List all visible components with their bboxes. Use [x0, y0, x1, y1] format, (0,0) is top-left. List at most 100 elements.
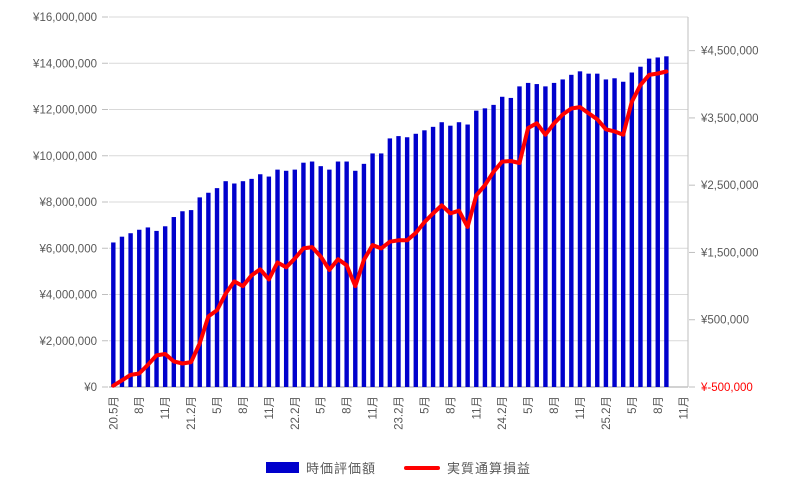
bar	[137, 229, 142, 387]
bar	[560, 79, 565, 387]
bar	[266, 176, 272, 387]
bar	[500, 96, 505, 387]
bar	[353, 170, 358, 387]
bar	[318, 166, 323, 387]
x-tick-label: 8月	[342, 396, 354, 414]
y-right-tick-label: ¥4,500,000	[700, 46, 759, 58]
bar	[577, 71, 583, 387]
profit-loss-polyline	[111, 69, 669, 388]
bar	[595, 73, 600, 387]
bar	[465, 124, 470, 387]
bar	[292, 169, 297, 387]
y-right-tick-label: ¥1,500,000	[700, 247, 759, 259]
bar	[249, 178, 254, 387]
market-value-label: 時価評価額	[305, 461, 376, 476]
y-right-tick-label: ¥-500,000	[700, 382, 753, 394]
bar	[508, 97, 514, 387]
bar	[664, 56, 669, 387]
bar	[301, 162, 306, 387]
y-left-tick-label: ¥12,000,000	[32, 105, 97, 117]
bar	[439, 122, 444, 387]
profit-loss-label: 実質通算損益	[447, 461, 532, 476]
bar	[474, 110, 479, 387]
y-left-tick-label: ¥8,000,000	[38, 197, 97, 209]
legend-item-profit-loss: 実質通算損益	[404, 458, 531, 477]
bar	[629, 72, 635, 387]
bar	[119, 236, 125, 387]
x-tick-label: 5月	[627, 396, 639, 414]
market-value-bars	[111, 56, 669, 387]
x-tick-label: 5月	[316, 396, 328, 414]
legend-item-market-value: 時価評価額	[265, 458, 376, 477]
x-tick-label: 8月	[134, 396, 146, 414]
bar	[197, 197, 202, 387]
bar	[448, 125, 453, 387]
bar	[646, 58, 652, 387]
bar	[232, 183, 237, 387]
axis-labels: ¥16,000,000 ¥14,000,000 ¥12,000,000 ¥10,000…	[32, 12, 759, 430]
bar	[612, 78, 617, 387]
y-left-tick-label: ¥0	[83, 382, 97, 394]
x-tick-label: 8月	[445, 396, 457, 414]
bar	[603, 79, 609, 387]
bar	[162, 226, 168, 387]
bar	[620, 81, 626, 387]
x-tick-label: 11月	[160, 396, 172, 419]
x-tick-label: 8月	[653, 396, 665, 414]
bar	[525, 82, 531, 387]
x-tick-label: 21.2月	[186, 396, 198, 430]
y-left-tick-label: ¥6,000,000	[38, 243, 97, 255]
bar	[413, 133, 418, 387]
bar	[543, 86, 548, 387]
bar	[283, 170, 289, 387]
bar	[327, 169, 332, 387]
y-left-tick-label: ¥14,000,000	[32, 58, 97, 70]
bar	[258, 174, 263, 387]
x-tick-label: 11月	[471, 396, 483, 419]
x-tick-label: 5月	[212, 396, 224, 414]
x-tick-label: 5月	[419, 396, 431, 414]
bar	[309, 161, 315, 387]
bar	[145, 227, 151, 387]
bar	[188, 210, 194, 387]
market-value-swatch	[265, 462, 299, 473]
bar	[180, 211, 185, 387]
bar	[517, 86, 522, 387]
bar	[361, 163, 367, 387]
x-tick-label: 11月	[264, 396, 276, 419]
bar	[214, 188, 220, 387]
bar	[491, 104, 496, 387]
bar	[396, 136, 401, 387]
y-right-tick-label: ¥500,000	[700, 315, 749, 327]
x-tick-label: 25.2月	[601, 396, 613, 430]
x-tick-label: 11月	[679, 396, 691, 419]
y-left-tick-label: ¥16,000,000	[32, 12, 97, 24]
bar	[344, 161, 349, 387]
y-right-tick-label: ¥3,500,000	[700, 113, 759, 125]
bar	[387, 138, 393, 387]
y-right-tick-label: ¥2,500,000	[700, 180, 759, 192]
x-tick-label: 24.2月	[497, 396, 509, 430]
bar	[569, 74, 574, 387]
bar	[586, 73, 591, 387]
bar	[275, 169, 280, 387]
x-tick-label: 11月	[575, 396, 587, 419]
profit-loss-swatch	[404, 465, 440, 470]
bar	[335, 161, 341, 387]
profit-loss-line	[111, 69, 669, 388]
y-left-tick-label: ¥2,000,000	[38, 336, 97, 348]
bar	[551, 82, 557, 387]
bar	[404, 137, 410, 387]
bar	[370, 153, 375, 387]
legend: 時価評価額 実質通算損益	[0, 458, 797, 477]
bar	[430, 126, 436, 387]
x-tick-label: 20.5月	[108, 396, 120, 430]
bar	[206, 192, 211, 387]
bar	[482, 108, 488, 387]
x-tick-label: 8月	[238, 396, 250, 414]
y-left-tick-label: ¥4,000,000	[38, 290, 97, 302]
bar	[154, 230, 159, 387]
x-tick-label: 5月	[523, 396, 535, 414]
